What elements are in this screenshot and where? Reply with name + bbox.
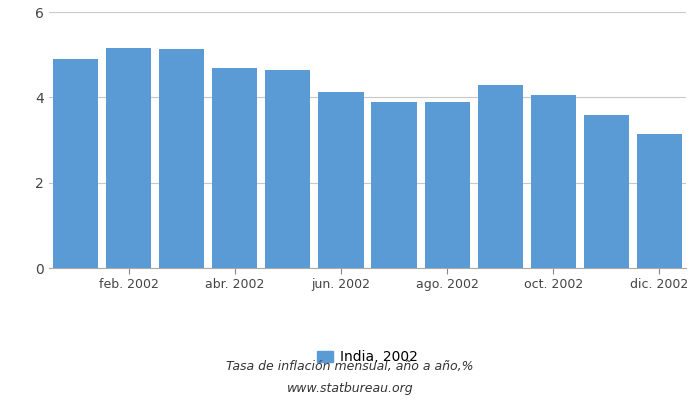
Bar <box>318 92 363 268</box>
Text: Tasa de inflación mensual, año a año,%: Tasa de inflación mensual, año a año,% <box>226 360 474 373</box>
Bar <box>425 102 470 268</box>
Text: www.statbureau.org: www.statbureau.org <box>287 382 413 395</box>
Bar <box>212 68 258 268</box>
Bar <box>159 49 204 268</box>
Legend: India, 2002: India, 2002 <box>313 346 422 368</box>
Bar <box>265 70 310 268</box>
Bar <box>372 102 416 268</box>
Bar <box>531 95 576 268</box>
Bar <box>106 48 151 268</box>
Bar <box>477 84 523 268</box>
Bar <box>584 115 629 268</box>
Bar <box>637 134 682 268</box>
Bar <box>53 59 98 268</box>
